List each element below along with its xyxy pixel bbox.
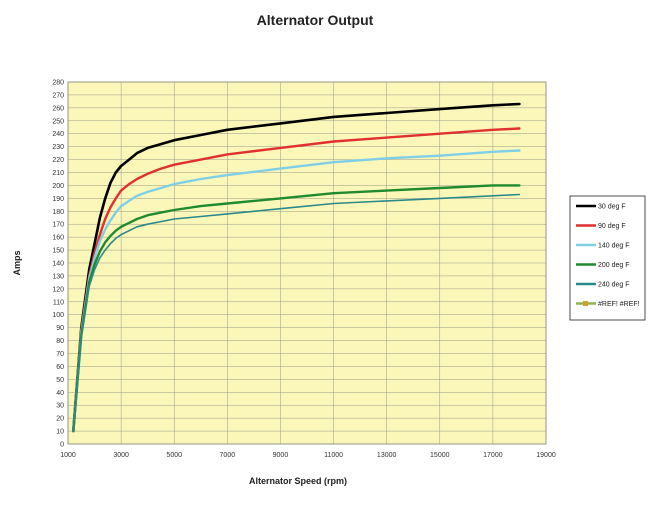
y-tick-label: 240 [52,131,64,138]
y-tick-label: 260 [52,105,64,112]
x-tick-label: 19000 [536,452,556,459]
y-tick-label: 120 [52,286,64,293]
series-line-2 [72,149,521,433]
y-tick-label: 80 [56,338,64,345]
y-tick-label: 0 [60,442,64,449]
y-tick-label: 30 [56,403,64,410]
x-tick-label: 13000 [377,452,397,459]
x-tick-label: 9000 [273,452,289,459]
y-tick-label: 10 [56,429,64,436]
y-tick-label: 40 [56,390,64,397]
x-tick-label: 7000 [220,452,236,459]
legend-marker-5 [583,301,588,306]
y-tick-label: 20 [56,416,64,423]
y-tick-label: 200 [52,183,64,190]
y-tick-label: 280 [52,80,64,87]
y-tick-label: 90 [56,325,64,332]
legend-label-5: #REF! #REF! [598,301,640,308]
grid-lines [67,81,547,445]
y-tick-label: 50 [56,377,64,384]
y-tick-label: 250 [52,118,64,125]
series-lines [72,102,521,433]
y-tick-label: 130 [52,273,64,280]
chart-title: Alternator Output [257,12,374,28]
legend-label-4: 240 deg F [598,282,630,289]
y-tick-label: 270 [52,92,64,99]
y-tick-label: 170 [52,222,64,229]
y-axis-ticks: 0 10 20 30 40 50 60 70 80 90 100 110 120 130 140 150 160… [52,80,64,449]
y-tick-label: 60 [56,364,64,371]
legend-label-2: 140 deg F [598,243,630,250]
y-tick-label: 190 [52,196,64,203]
y-axis-label: Amps [12,250,22,275]
series-line-0 [72,102,521,433]
legend-label-3: 200 deg F [598,262,630,269]
x-axis-ticks: 1000 3000 5000 7000 9000 11000 13000 15000 17000… [60,452,556,459]
y-tick-label: 210 [52,170,64,177]
legend-box [569,195,646,321]
series-line-4 [72,193,521,432]
series-line-1 [72,127,521,433]
x-tick-label: 11000 [324,452,343,459]
y-tick-label: 100 [52,312,64,319]
y-tick-label: 110 [53,299,64,306]
x-tick-label: 17000 [483,452,503,459]
legend: 30 deg F 90 deg F 140 deg F 200 deg F 240 de… [569,195,646,321]
legend-label-0: 30 deg F [598,204,626,211]
x-tick-label: 1000 [60,452,76,459]
x-tick-label: 3000 [113,452,129,459]
series-line-3 [72,184,521,433]
y-tick-label: 220 [52,157,64,164]
x-axis-label: Alternator Speed (rpm) [249,476,347,486]
x-tick-label: 5000 [166,452,182,459]
y-tick-label: 70 [56,351,64,358]
y-tick-label: 140 [52,261,64,268]
legend-label-1: 90 deg F [598,223,626,230]
x-tick-label: 15000 [430,452,450,459]
y-tick-label: 230 [52,144,64,151]
y-tick-label: 180 [52,209,64,216]
y-tick-label: 160 [52,235,64,242]
y-tick-label: 150 [52,248,64,255]
